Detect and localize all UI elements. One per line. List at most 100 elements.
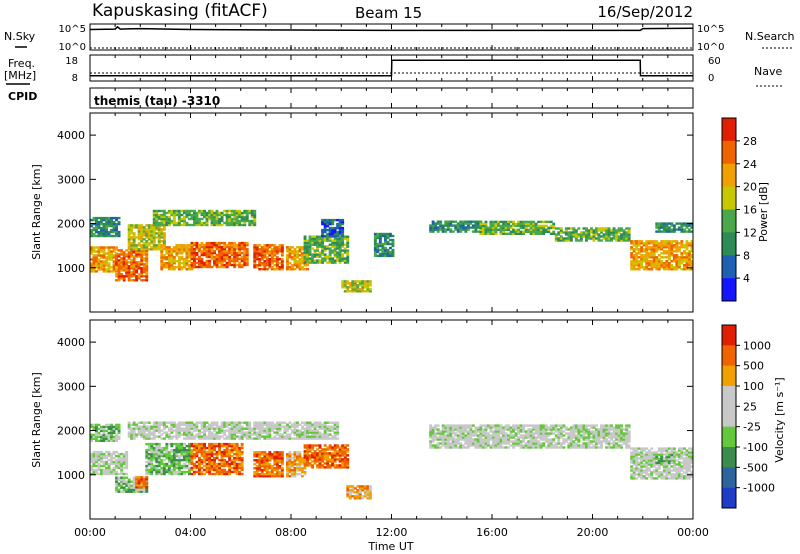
data-cell bbox=[336, 243, 340, 246]
data-cell bbox=[157, 230, 161, 233]
data-cell bbox=[165, 219, 169, 223]
data-cell bbox=[647, 264, 651, 267]
data-cell bbox=[167, 464, 171, 468]
data-cell bbox=[328, 448, 332, 451]
data-cell bbox=[132, 259, 136, 262]
data-cell bbox=[275, 453, 279, 456]
data-cell bbox=[283, 431, 287, 434]
data-cell bbox=[230, 433, 234, 436]
data-cell bbox=[381, 246, 385, 250]
data-cell bbox=[167, 258, 171, 261]
data-cell bbox=[549, 220, 553, 224]
data-cell bbox=[640, 242, 644, 245]
data-cell bbox=[205, 435, 209, 438]
data-cell bbox=[228, 209, 232, 213]
data-cell bbox=[165, 211, 169, 215]
data-cell bbox=[223, 433, 227, 436]
data-cell bbox=[466, 434, 470, 437]
data-cell bbox=[140, 251, 144, 254]
data-cell bbox=[223, 468, 227, 472]
data-cell bbox=[208, 241, 211, 245]
data-cell bbox=[200, 221, 204, 225]
data-cell bbox=[120, 251, 124, 254]
data-cell bbox=[268, 463, 272, 466]
data-cell bbox=[97, 464, 101, 468]
data-cell bbox=[147, 472, 151, 476]
data-cell bbox=[280, 268, 284, 271]
data-cell bbox=[240, 468, 244, 472]
data-cell bbox=[376, 254, 380, 258]
data-cell bbox=[280, 455, 284, 458]
data-cell bbox=[303, 251, 307, 254]
band-17 bbox=[655, 222, 694, 233]
data-cell bbox=[137, 484, 141, 487]
data-cell bbox=[180, 223, 184, 227]
data-cell bbox=[328, 247, 332, 250]
data-cell bbox=[235, 435, 239, 438]
data-cell bbox=[469, 440, 473, 443]
data-cell bbox=[235, 215, 239, 219]
data-cell bbox=[248, 429, 252, 432]
data-cell bbox=[632, 244, 636, 247]
data-cell bbox=[203, 442, 206, 446]
data-cell bbox=[120, 490, 124, 493]
data-cell bbox=[466, 444, 470, 447]
data-cell bbox=[512, 436, 515, 439]
data-cell bbox=[188, 429, 191, 432]
data-cell bbox=[306, 431, 309, 434]
data-cell bbox=[464, 438, 468, 441]
data-cell bbox=[208, 448, 211, 452]
data-cell bbox=[155, 458, 159, 462]
data-cell bbox=[481, 434, 485, 437]
data-cell bbox=[499, 446, 503, 449]
data-cell bbox=[135, 269, 139, 272]
data-cell bbox=[539, 224, 543, 228]
data-cell bbox=[275, 451, 279, 454]
data-cell bbox=[632, 264, 636, 267]
data-cell bbox=[97, 246, 101, 249]
data-cell bbox=[275, 433, 279, 436]
data-cell bbox=[562, 231, 566, 234]
data-cell bbox=[436, 428, 440, 431]
data-cell bbox=[155, 470, 159, 474]
data-cell bbox=[341, 454, 345, 457]
data-cell bbox=[268, 467, 272, 470]
data-cell bbox=[157, 244, 161, 247]
data-cell bbox=[165, 223, 169, 227]
data-cell bbox=[150, 466, 154, 470]
data-cell bbox=[230, 425, 234, 428]
data-cell bbox=[632, 258, 636, 261]
data-cell bbox=[183, 264, 186, 267]
data-cell bbox=[650, 252, 654, 255]
data-cell bbox=[286, 459, 289, 462]
data-cell bbox=[348, 493, 352, 496]
data-cell bbox=[180, 470, 184, 474]
data-cell bbox=[102, 254, 106, 257]
data-cell bbox=[157, 236, 161, 239]
data-cell bbox=[258, 463, 262, 466]
data-cell bbox=[250, 429, 254, 432]
data-cell bbox=[155, 421, 159, 424]
data-cell bbox=[90, 437, 93, 440]
data-cell bbox=[660, 246, 664, 249]
data-cell bbox=[288, 262, 292, 265]
data-cell bbox=[466, 430, 470, 433]
data-cell bbox=[142, 226, 146, 229]
data-cell bbox=[107, 254, 111, 257]
data-cell bbox=[218, 435, 221, 438]
data-cell bbox=[667, 240, 671, 243]
data-cell bbox=[147, 427, 151, 430]
data-cell bbox=[296, 451, 299, 454]
data-cell bbox=[225, 263, 229, 267]
data-cell bbox=[255, 431, 259, 434]
data-cell bbox=[213, 460, 216, 464]
data-cell bbox=[238, 247, 242, 251]
data-cell bbox=[328, 232, 332, 236]
data-cell bbox=[125, 263, 129, 266]
data-cell bbox=[177, 421, 181, 424]
data-cell bbox=[484, 432, 488, 435]
data-cell bbox=[346, 489, 350, 492]
data-cell bbox=[517, 228, 520, 231]
data-cell bbox=[333, 232, 337, 236]
data-cell bbox=[464, 230, 468, 233]
